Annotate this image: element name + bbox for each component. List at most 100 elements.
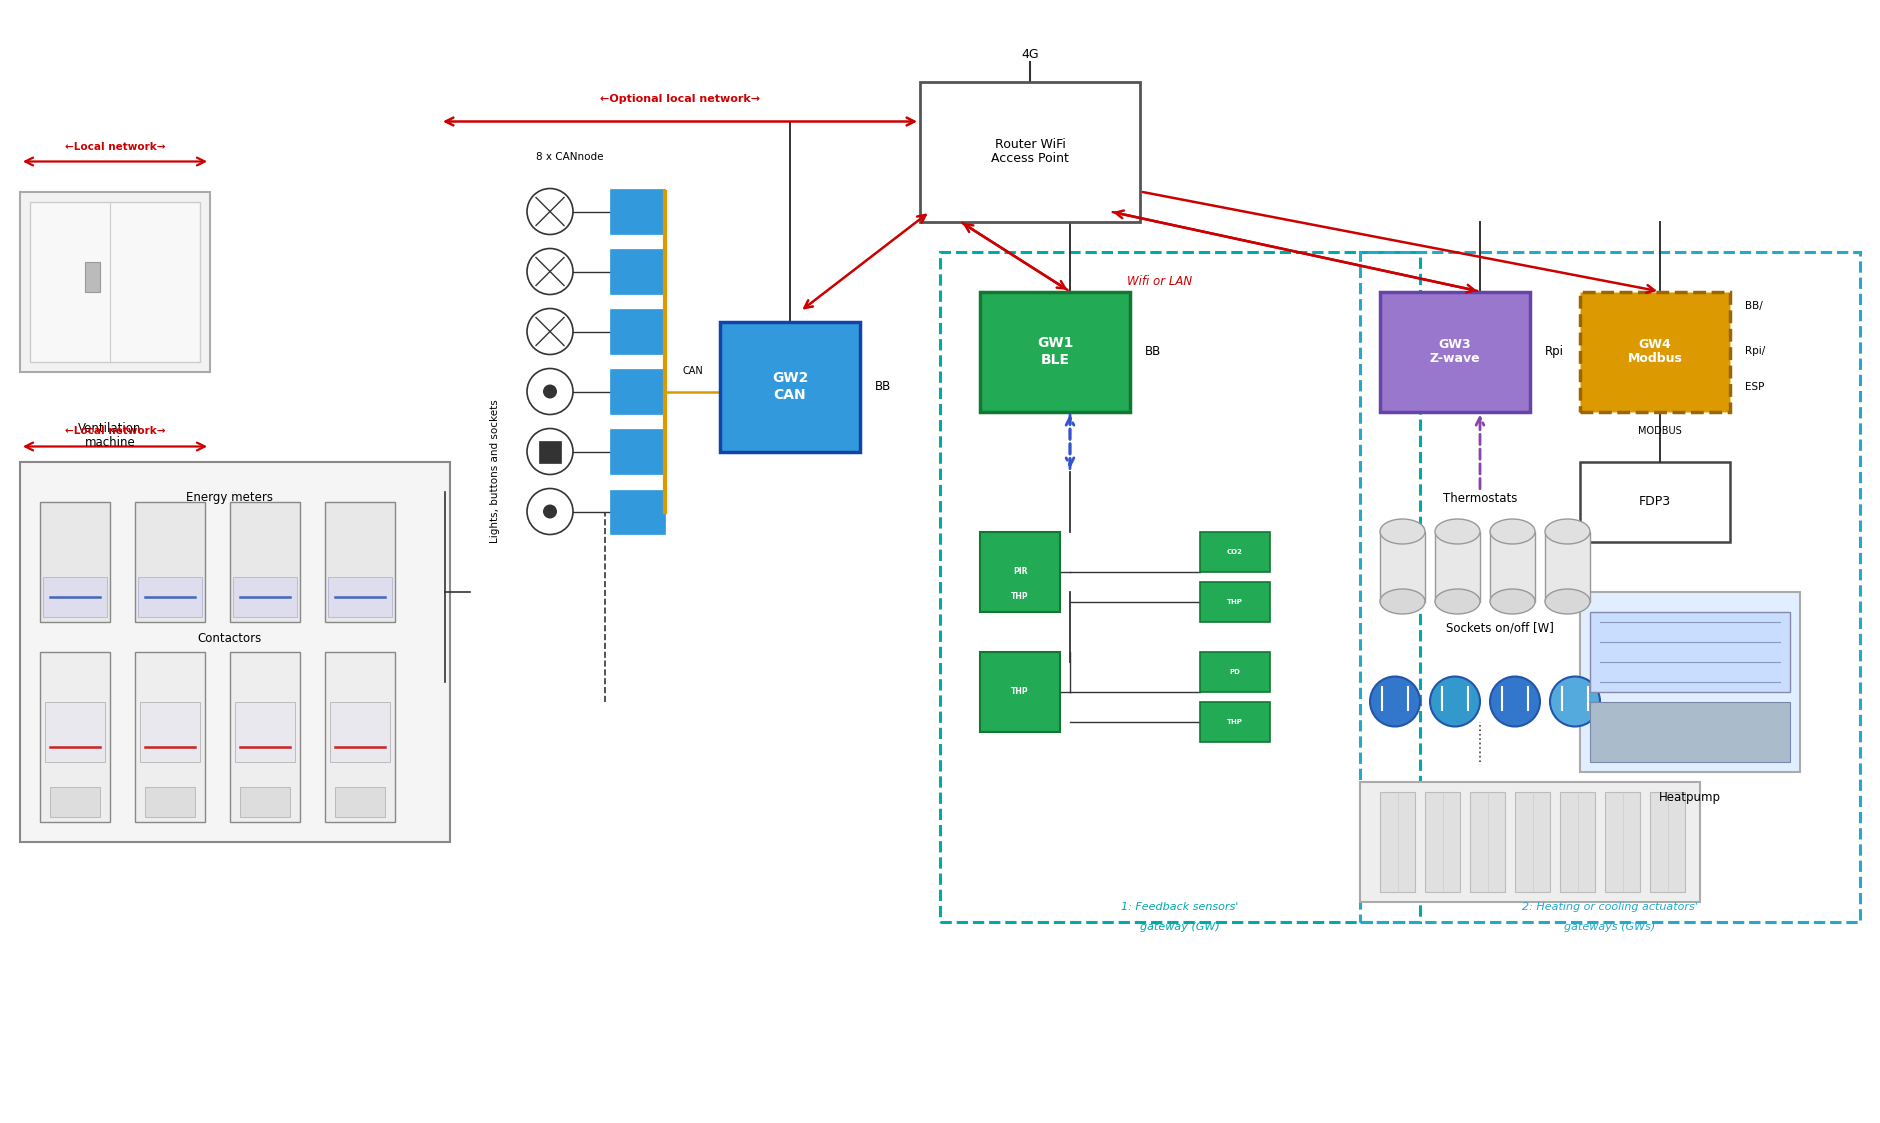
Bar — [979, 531, 1060, 612]
Text: Heatpump: Heatpump — [1658, 792, 1720, 804]
Bar — [145, 786, 196, 816]
Bar — [940, 252, 1419, 922]
Bar — [1425, 792, 1461, 892]
Bar — [135, 651, 205, 822]
Bar — [233, 576, 297, 617]
Ellipse shape — [1380, 519, 1425, 544]
Text: Thermostats: Thermostats — [1442, 492, 1517, 504]
Text: Lights, buttons and sockets: Lights, buttons and sockets — [491, 400, 500, 544]
Text: THP: THP — [1228, 599, 1243, 604]
Text: 1: Feedback sensors': 1: Feedback sensors' — [1120, 902, 1239, 912]
Text: Ventilation
machine: Ventilation machine — [79, 421, 141, 449]
Bar — [43, 576, 107, 617]
Bar — [720, 321, 859, 451]
Bar — [1359, 252, 1859, 922]
Text: Contactors: Contactors — [197, 631, 261, 645]
Ellipse shape — [1545, 588, 1590, 614]
Text: CO2: CO2 — [1228, 548, 1243, 555]
Ellipse shape — [1549, 676, 1600, 727]
Bar — [235, 702, 295, 761]
Bar — [1199, 702, 1271, 741]
Text: THP: THP — [1011, 592, 1028, 601]
Bar — [135, 502, 205, 621]
Bar — [30, 201, 199, 362]
Text: THP: THP — [1228, 719, 1243, 724]
Bar — [1590, 702, 1790, 761]
Text: BB: BB — [874, 380, 891, 393]
Bar — [1651, 792, 1684, 892]
Bar — [1199, 531, 1271, 572]
Text: ←Local network→: ←Local network→ — [64, 141, 165, 152]
Bar — [609, 429, 666, 474]
Ellipse shape — [1545, 519, 1590, 544]
Ellipse shape — [1491, 519, 1534, 544]
Bar — [609, 249, 666, 293]
Text: Rpi/: Rpi/ — [1745, 347, 1765, 356]
Ellipse shape — [1434, 519, 1480, 544]
Text: GW2
CAN: GW2 CAN — [773, 372, 808, 402]
Bar — [137, 576, 201, 617]
Text: Sockets on/off [W]: Sockets on/off [W] — [1446, 621, 1555, 634]
Bar — [1470, 792, 1506, 892]
Bar — [139, 702, 199, 761]
Text: PIR: PIR — [1013, 567, 1026, 576]
Text: THP: THP — [1011, 687, 1028, 696]
Bar — [609, 369, 666, 413]
Bar — [979, 651, 1060, 731]
Bar — [1491, 531, 1534, 602]
Bar — [1380, 292, 1530, 411]
Text: 4G: 4G — [1021, 48, 1040, 62]
Circle shape — [543, 384, 556, 399]
Text: BB: BB — [1145, 345, 1162, 358]
Bar — [1515, 792, 1549, 892]
Bar — [919, 82, 1139, 221]
Bar — [327, 576, 393, 617]
Bar — [335, 786, 385, 816]
Bar — [1579, 292, 1730, 411]
Text: CAN: CAN — [682, 366, 703, 376]
Bar — [1590, 612, 1790, 692]
Text: MODBUS: MODBUS — [1637, 427, 1683, 437]
Bar — [1560, 792, 1594, 892]
Text: gateway (GW): gateway (GW) — [1139, 922, 1220, 931]
Bar — [325, 502, 395, 621]
Text: GW1
BLE: GW1 BLE — [1036, 337, 1073, 366]
Bar — [21, 462, 449, 841]
Circle shape — [543, 504, 556, 519]
Bar — [325, 651, 395, 822]
Bar — [1380, 531, 1425, 602]
Bar — [1579, 462, 1730, 541]
Text: Rpi: Rpi — [1545, 345, 1564, 358]
Bar — [229, 651, 301, 822]
Bar — [609, 490, 666, 533]
Bar — [1380, 792, 1416, 892]
Text: Wifi or LAN: Wifi or LAN — [1128, 275, 1192, 287]
Text: Router WiFi
Access Point: Router WiFi Access Point — [991, 137, 1070, 165]
Bar — [609, 190, 666, 234]
Bar — [45, 702, 105, 761]
Text: Energy meters: Energy meters — [186, 492, 273, 504]
Bar — [21, 192, 211, 372]
Ellipse shape — [1491, 588, 1534, 614]
Bar — [609, 310, 666, 354]
Bar — [241, 786, 290, 816]
Text: GW3
Z-wave: GW3 Z-wave — [1429, 338, 1480, 365]
Bar — [39, 651, 111, 822]
Bar — [1434, 531, 1480, 602]
Ellipse shape — [1434, 588, 1480, 614]
Bar — [979, 292, 1130, 411]
Text: FDP3: FDP3 — [1639, 495, 1671, 508]
Text: ←Optional local network→: ←Optional local network→ — [600, 93, 760, 103]
Text: PD: PD — [1230, 668, 1241, 675]
Bar — [1199, 651, 1271, 692]
Bar — [1579, 592, 1799, 772]
Text: ←Local network→: ←Local network→ — [64, 427, 165, 437]
Bar — [39, 502, 111, 621]
Bar — [229, 502, 301, 621]
Text: GW4
Modbus: GW4 Modbus — [1628, 338, 1683, 365]
Bar — [51, 786, 100, 816]
Ellipse shape — [1431, 676, 1480, 727]
Text: 8 x CANnode: 8 x CANnode — [536, 152, 603, 162]
Bar — [1199, 582, 1271, 621]
Bar — [1545, 531, 1590, 602]
